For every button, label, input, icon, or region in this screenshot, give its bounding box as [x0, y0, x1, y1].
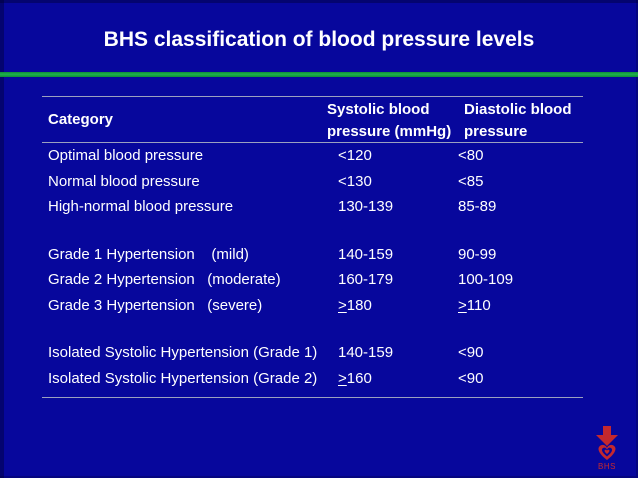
diastolic-value: <90 [458, 369, 484, 387]
diastolic-cell: <85 [457, 173, 583, 190]
table-spacer-row [42, 220, 583, 242]
diastolic-value: 100-109 [458, 271, 514, 289]
table-header-row: Category Systolic blood pressure (mmHg) … [42, 96, 583, 143]
bp-classification-table: Category Systolic blood pressure (mmHg) … [42, 96, 583, 398]
systolic-value: <120 [338, 147, 372, 165]
diastolic-cell: <90 [457, 344, 583, 361]
category-cell: Grade 3 Hypertension (severe) [48, 296, 263, 314]
header-category-label: Category [48, 111, 114, 128]
diastolic-cell: 100-109 [457, 271, 583, 288]
table-spacer-row [42, 318, 583, 340]
bhs-heart-arrow-icon [596, 426, 618, 460]
systolic-cell: <130 [327, 173, 457, 190]
systolic-cell: 140-159 [327, 344, 457, 361]
systolic-value: 140-159 [338, 245, 394, 263]
diastolic-cell: <80 [457, 147, 583, 164]
diastolic-value: 110 [466, 296, 491, 314]
systolic-cell: 160-179 [327, 271, 457, 288]
diastolic-value: <90 [458, 344, 484, 362]
systolic-value: 180 [346, 296, 372, 314]
header-diastolic-line2: pressure [464, 123, 528, 140]
header-systolic: Systolic blood pressure (mmHg) [327, 97, 457, 142]
header-diastolic-line1: Diastolic blood [464, 101, 572, 118]
diastolic-cell: <90 [457, 370, 583, 387]
table-row: Normal blood pressure <130 <85 [42, 169, 583, 195]
diastolic-cell: 90-99 [457, 246, 583, 263]
category-cell: Grade 2 Hypertension (moderate) [48, 271, 281, 289]
systolic-cell: 140-159 [327, 246, 457, 263]
green-divider-line [0, 72, 638, 77]
geq-symbol: > [458, 296, 467, 314]
table-body: Optimal blood pressure <120 <80 Normal b… [42, 143, 583, 398]
header-category: Category [42, 97, 327, 142]
systolic-value: <130 [338, 172, 372, 190]
diastolic-value: 90-99 [458, 245, 497, 263]
category-cell: Isolated Systolic Hypertension (Grade 2) [48, 369, 318, 387]
geq-symbol: > [338, 296, 347, 314]
table-row: Grade 2 Hypertension (moderate) 160-179 … [42, 267, 583, 293]
systolic-cell: >160 [327, 370, 457, 387]
systolic-value: 160 [346, 369, 372, 387]
category-cell: Isolated Systolic Hypertension (Grade 1) [48, 344, 318, 362]
header-systolic-line2: pressure (mmHg) [327, 123, 452, 140]
bhs-logo-label: BHS [598, 462, 616, 471]
diastolic-value: <80 [458, 147, 484, 165]
bhs-logo: BHS [588, 426, 626, 471]
systolic-value: 140-159 [338, 344, 394, 362]
systolic-value: 130-139 [338, 198, 394, 216]
header-systolic-line1: Systolic blood [327, 101, 430, 118]
diastolic-cell: >110 [457, 297, 583, 314]
table-row: Isolated Systolic Hypertension (Grade 2)… [42, 366, 583, 392]
table-row: High-normal blood pressure 130-139 85-89 [42, 194, 583, 220]
category-cell: Normal blood pressure [48, 172, 200, 190]
category-cell: High-normal blood pressure [48, 198, 234, 216]
table-row: Optimal blood pressure <120 <80 [42, 143, 583, 169]
systolic-cell: >180 [327, 297, 457, 314]
category-cell: Grade 1 Hypertension (mild) [48, 245, 249, 263]
systolic-value: 160-179 [338, 271, 394, 289]
diastolic-value: <85 [458, 172, 484, 190]
diastolic-cell: 85-89 [457, 198, 583, 215]
table-row: Isolated Systolic Hypertension (Grade 1)… [42, 340, 583, 366]
header-diastolic: Diastolic blood pressure [457, 97, 583, 142]
geq-symbol: > [338, 369, 347, 387]
slide-title: BHS classification of blood pressure lev… [103, 28, 535, 51]
systolic-cell: 130-139 [327, 198, 457, 215]
table-row: Grade 1 Hypertension (mild) 140-159 90-9… [42, 242, 583, 268]
category-cell: Optimal blood pressure [48, 147, 204, 165]
table-row: Grade 3 Hypertension (severe) >180 >110 [42, 293, 583, 319]
diastolic-value: 85-89 [458, 198, 497, 216]
systolic-cell: <120 [327, 147, 457, 164]
